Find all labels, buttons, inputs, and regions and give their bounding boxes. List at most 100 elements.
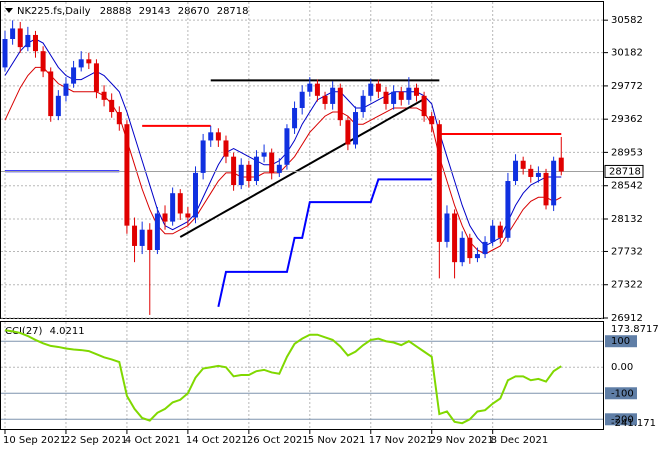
menu-triangle [5,8,13,13]
candle-body [558,157,564,172]
y-tick-label: 28542 [611,181,643,192]
x-tick-label: 22 Sep 2021 [64,435,127,446]
overlay-line [4,66,562,255]
candle-body [109,99,115,113]
candle-body [215,132,221,141]
y-tick-label: 28953 [611,147,643,158]
x-tick-label: 17 Nov 2021 [369,435,433,446]
cci-pane [0,321,604,430]
header-close: 28718 [217,6,249,17]
cci-max-label: 173.8717 [611,324,659,335]
x-tick-label: 8 Dec 2021 [491,435,549,446]
candle-body [375,83,381,92]
candle-body [238,164,244,186]
candle-body [246,164,252,182]
candle-body [497,225,503,238]
candle-body [467,237,473,259]
overlay-line [142,124,562,135]
candle-body [55,95,61,117]
candle-body [63,83,69,96]
candle-body [398,91,404,100]
current-price-label: 28718 [609,166,641,177]
candle-body [360,95,366,113]
candle-body [459,237,465,263]
y-tick-label: 30582 [611,15,643,26]
candle-body [200,140,206,173]
candle-body [314,83,320,96]
candle-body [48,71,54,117]
y-tick-label: 28132 [611,214,643,225]
level-box [605,387,637,400]
candle-body [154,213,160,250]
cci-header: CCI(27) 4.0211 [5,326,85,337]
candle-body [307,83,313,92]
candle-body [253,156,259,182]
candle-body [482,241,488,255]
candle-body [505,181,511,238]
candle-body [528,168,534,177]
candle-body [71,67,77,84]
candle-body [322,95,328,104]
candle-body [337,87,343,121]
candle-body [490,225,496,242]
candle-body [78,59,84,68]
overlay-line [4,38,562,247]
overlay-line [179,98,425,238]
candle-body [474,254,480,259]
x-tick-label: 29 Nov 2021 [430,435,494,446]
y-tick-label: 27732 [611,246,643,257]
level-box [605,335,637,348]
candle-body [276,164,282,173]
candle-body [383,91,389,104]
candle-body [345,120,351,145]
candle-body [170,193,176,222]
header-high: 29143 [139,6,171,17]
header-open: 28888 [100,6,132,17]
chart-header: NK225.fs,Daily 28888 29143 28670 28718 [17,6,249,17]
candle-body [147,229,153,250]
candle-body [208,132,214,141]
candle-body [101,91,107,100]
candle-body [132,225,138,246]
x-tick-label: 5 Nov 2021 [308,435,366,446]
candle-body [543,172,549,206]
candle-body [269,152,275,173]
candle-body [17,28,23,48]
candle-body [124,124,130,226]
cci-line [4,329,562,425]
candle-body [40,51,46,72]
candle-body [2,39,8,68]
candle-body [116,112,122,125]
chart-title: NK225.fs,Daily [17,6,91,17]
candle-body [406,87,412,100]
level-box [605,413,637,426]
overlay-line [5,170,432,308]
candle-body [429,116,435,125]
candle-body [513,160,519,182]
candle-body [436,124,442,242]
x-tick-label: 10 Sep 2021 [3,435,66,446]
main-pane [0,1,604,319]
cci-tick-label: 100 [611,336,630,347]
candle-body [177,193,183,214]
header-low: 28670 [178,6,210,17]
candle-body [353,112,359,145]
cci-title: CCI(27) [5,326,43,337]
candle-body [93,63,99,92]
candle-body [330,87,336,104]
cci-min-label: -241.171 [611,418,656,429]
x-tick-label: 14 Oct 2021 [186,435,248,446]
cci-tick-label: -100 [611,388,634,399]
candle-body [86,59,92,64]
candle-body [162,213,168,222]
candle-body [299,91,305,108]
cci-tick-label: 0.00 [611,362,633,373]
candle-body [32,34,38,52]
candle-body [10,28,16,40]
candle-body [551,160,557,206]
candle-body [421,95,427,117]
candle-body [261,152,267,157]
